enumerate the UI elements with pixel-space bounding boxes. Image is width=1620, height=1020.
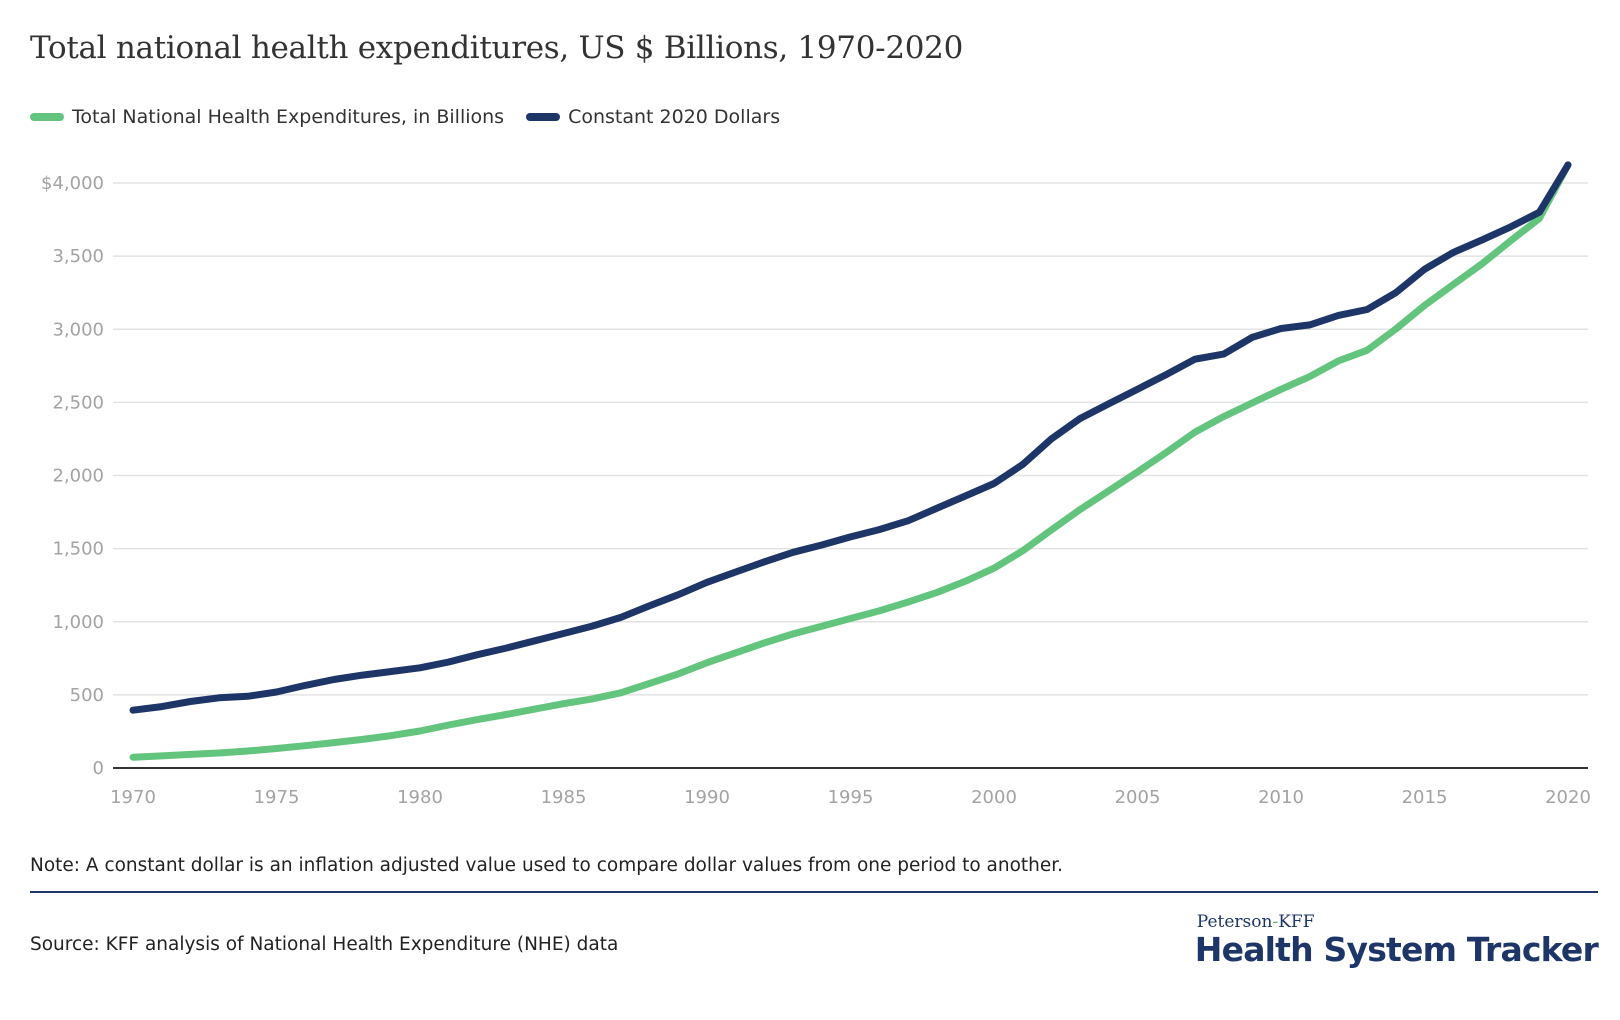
x-tick-label: 2000 <box>971 787 1017 808</box>
y-tick-label: 2,000 <box>52 466 104 487</box>
y-tick-label: 2,500 <box>52 392 104 413</box>
logo-kff: KFF <box>1278 912 1315 932</box>
x-tick-label: 1975 <box>254 787 300 808</box>
x-tick-label: 1995 <box>828 787 874 808</box>
y-tick-label: 1,000 <box>52 612 104 633</box>
peterson-kff-logo: Peterson-KFF Health System Tracker <box>1194 912 1599 969</box>
x-tick-label: 2005 <box>1115 787 1161 808</box>
logo-dash: - <box>1272 912 1279 932</box>
logo-peterson: Peterson <box>1196 912 1273 932</box>
x-tick-label: 2015 <box>1402 787 1448 808</box>
y-tick-label: 500 <box>70 685 104 706</box>
y-tick-label: 1,500 <box>52 539 104 560</box>
y-tick-label: $4,000 <box>41 173 104 194</box>
chart-title: Total national health expenditures, US $… <box>30 30 964 66</box>
y-tick-label: 3,500 <box>52 246 104 267</box>
divider <box>30 891 1598 893</box>
legend-item-nominal: Total National Health Expenditures, in B… <box>30 106 504 128</box>
line-chart: 0 500 1,000 1,500 2,000 2,500 3,000 3,500 $4,000… <box>41 161 1591 808</box>
source-text: Source: KFF analysis of National Health … <box>30 934 619 955</box>
x-tick-label: 2010 <box>1258 787 1304 808</box>
x-tick-label: 1985 <box>541 787 587 808</box>
legend-label-nominal: Total National Health Expenditures, in B… <box>72 106 505 128</box>
y-tick-label: 3,000 <box>52 319 104 340</box>
legend: Total National Health Expenditures, in B… <box>30 106 780 128</box>
y-tick-label: 0 <box>93 758 104 779</box>
chart-note: Note: A constant dollar is an inflation … <box>30 855 1064 876</box>
legend-swatch-constant <box>526 113 561 121</box>
legend-label-constant: Constant 2020 Dollars <box>568 106 781 128</box>
series-line-constant-dollars <box>129 161 1572 714</box>
x-tick-label: 2020 <box>1545 787 1591 808</box>
legend-item-constant: Constant 2020 Dollars <box>526 106 780 128</box>
x-tick-label: 1990 <box>684 787 730 808</box>
series-line-nominal <box>129 161 1572 761</box>
logo-main: Health System Tracker <box>1194 930 1599 969</box>
x-tick-label: 1970 <box>110 787 156 808</box>
legend-swatch-nominal <box>30 113 64 121</box>
x-tick-label: 1980 <box>397 787 443 808</box>
logo-top: Peterson-KFF <box>1197 912 1598 932</box>
